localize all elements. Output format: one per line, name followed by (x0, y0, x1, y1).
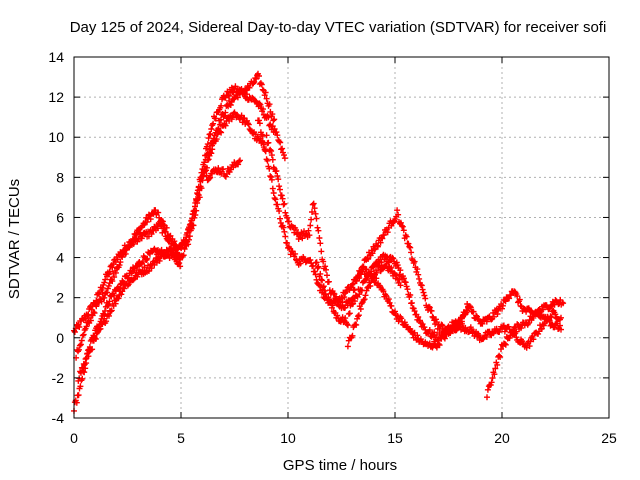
x-tick-label: 15 (387, 430, 403, 446)
y-tick-label: 10 (48, 129, 64, 145)
y-axis-label: SDTVAR / TECUs (6, 179, 23, 299)
data-point-markers (344, 261, 404, 350)
chart-title: Day 125 of 2024, Sidereal Day-to-day VTE… (70, 19, 607, 36)
data-point-markers (75, 245, 184, 384)
grid-lines (74, 57, 609, 418)
y-tick-label: 0 (56, 330, 64, 346)
series-track-10 (484, 309, 564, 401)
x-tick-label: 5 (177, 430, 185, 446)
x-tick-label: 25 (601, 430, 617, 446)
y-tick-label: 4 (56, 250, 64, 266)
y-tick-label: -4 (52, 410, 65, 426)
series-track-7 (263, 132, 567, 344)
data-point-markers (73, 109, 269, 361)
x-tick-label: 10 (280, 430, 296, 446)
x-tick-label: 20 (494, 430, 510, 446)
x-tick-label: 0 (70, 430, 78, 446)
y-tick-label: 6 (56, 209, 64, 225)
data-point-markers (203, 157, 243, 184)
y-tick-label: 8 (56, 169, 64, 185)
data-point-markers (263, 132, 567, 344)
series-track-5 (203, 157, 243, 184)
plot-frame (73, 56, 610, 419)
axis-ticks: 0 5 10 15 20 25 -4 -2 0 2 4 6 8 10 12 14 (48, 49, 617, 446)
data-point-markers (312, 207, 472, 337)
x-axis-label: GPS time / hours (283, 457, 397, 474)
data-points (71, 70, 567, 414)
y-tick-label: 14 (48, 49, 64, 65)
series-track-4 (75, 245, 184, 384)
y-tick-label: -2 (52, 370, 65, 386)
series-track-3 (73, 109, 269, 361)
y-tick-label: 12 (48, 89, 64, 105)
y-tick-label: 2 (56, 290, 64, 306)
data-point-markers (484, 309, 564, 401)
series-track-9 (344, 261, 404, 350)
series-track-8 (312, 207, 472, 337)
